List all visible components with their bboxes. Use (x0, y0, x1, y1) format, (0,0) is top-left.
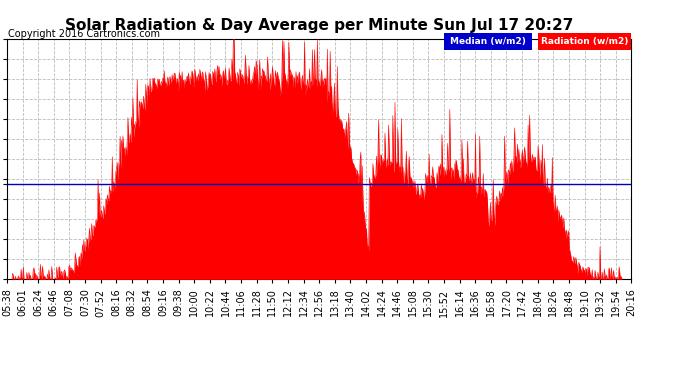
Title: Solar Radiation & Day Average per Minute Sun Jul 17 20:27: Solar Radiation & Day Average per Minute… (65, 18, 573, 33)
Text: Copyright 2016 Cartronics.com: Copyright 2016 Cartronics.com (8, 28, 160, 39)
